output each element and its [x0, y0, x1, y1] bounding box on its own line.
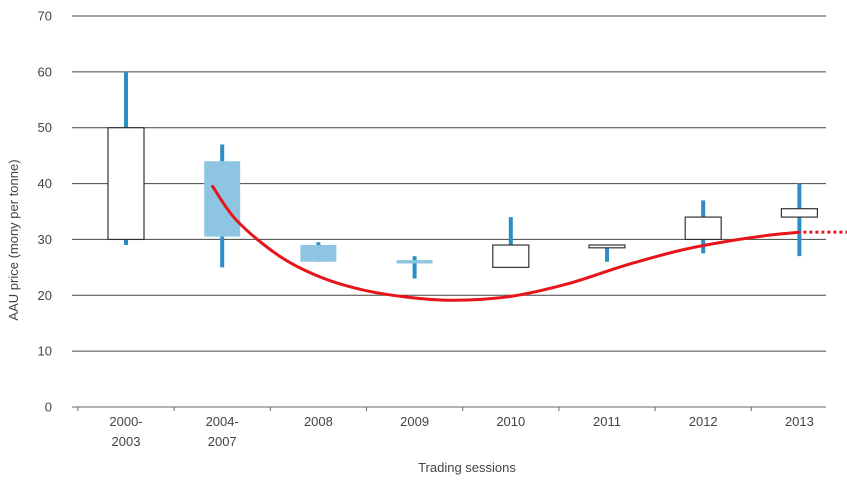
x-tick-label-5-0: 2011 [593, 414, 621, 429]
candle-5 [588, 244, 626, 262]
candle-body [107, 127, 145, 241]
y-tick-label-40: 40 [38, 176, 52, 191]
y-axis-title: AAU price (mony per tonne) [6, 159, 21, 320]
trend-line [211, 184, 801, 302]
candle-body [300, 245, 337, 262]
y-tick-label-30: 30 [38, 232, 52, 247]
candle-4 [492, 217, 530, 268]
y-tick-label-10: 10 [38, 344, 52, 359]
y-tick-label-0: 0 [45, 400, 52, 415]
candle-body [588, 244, 626, 249]
candle-body [780, 208, 819, 218]
trend-curve [211, 184, 847, 302]
x-tick-label-2-0: 2008 [304, 414, 333, 429]
y-tick-label-60: 60 [38, 64, 52, 79]
x-tick-label-1-0: 2004- [206, 414, 239, 429]
axes [72, 406, 826, 411]
y-tick-label-70: 70 [38, 9, 52, 24]
candle-body [492, 244, 530, 268]
y-tick-label-50: 50 [38, 120, 52, 135]
candles [107, 71, 819, 279]
x-tick-label-1-1: 2007 [208, 434, 237, 449]
grid-lines [72, 15, 826, 352]
candle-1 [204, 144, 241, 268]
candle-body [396, 260, 433, 264]
candle-2 [300, 242, 337, 262]
x-tick-label-3-0: 2009 [400, 414, 429, 429]
x-tick-label-4-0: 2010 [496, 414, 525, 429]
x-tick-label-0-1: 2003 [112, 434, 141, 449]
x-tick-label-7-0: 2013 [785, 414, 814, 429]
x-tick-label-6-0: 2012 [689, 414, 718, 429]
x-axis-title: Trading sessions [418, 460, 516, 475]
candle-3 [396, 256, 433, 279]
y-tick-label-20: 20 [38, 288, 52, 303]
candle-body [684, 216, 722, 241]
candle-0 [107, 71, 145, 246]
candle-7 [780, 183, 819, 257]
x-tick-label-0-0: 2000- [109, 414, 142, 429]
tick-labels: 0 10 20 30 40 50 60 70 2000- 2003 2004- 2007 2008 200… [38, 9, 814, 450]
